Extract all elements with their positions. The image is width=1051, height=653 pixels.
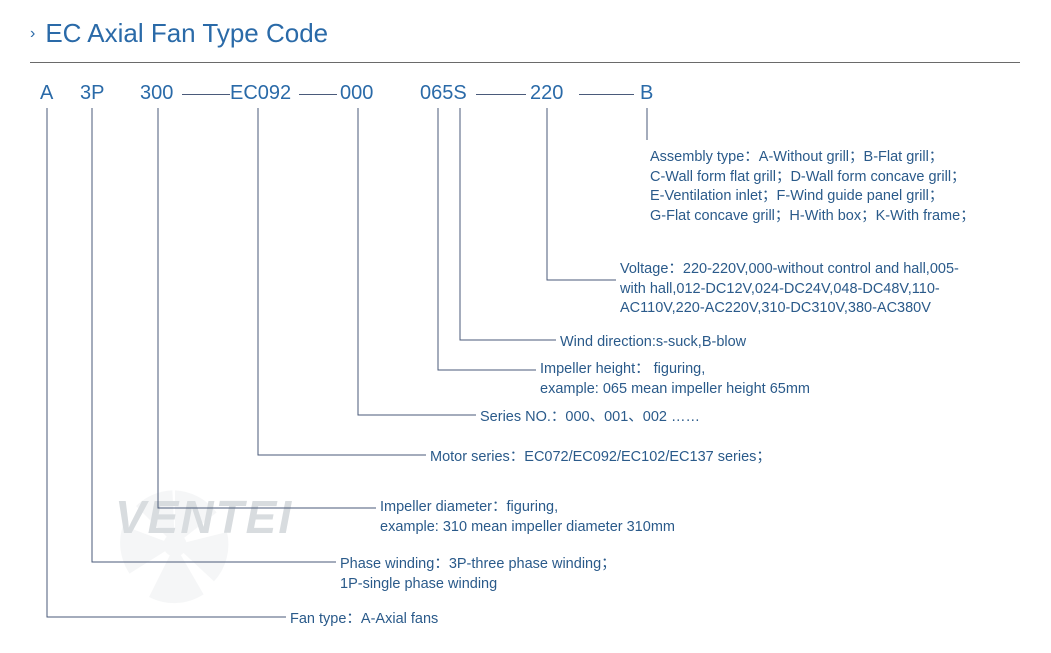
code-seg-8: B <box>640 82 653 105</box>
code-seg-2: 3P <box>80 82 104 105</box>
desc-impeller-h: Impeller height： figuring, example: 065 … <box>540 360 810 399</box>
desc-fan-type: Fan type：A-Axial fans <box>290 610 438 630</box>
desc-series-no: Series NO.：000、001、002 …… <box>480 408 700 428</box>
page-title: EC Axial Fan Type Code <box>45 18 328 49</box>
code-dash <box>182 94 230 95</box>
code-dash <box>299 94 337 95</box>
desc-wind: Wind direction:s-suck,B-blow <box>560 333 746 353</box>
desc-assembly: Assembly type：A-Without grill；B-Flat gri… <box>650 148 1010 226</box>
chevron-icon: › <box>30 25 35 43</box>
desc-impeller-d: Impeller diameter：figuring, example: 310… <box>380 498 675 537</box>
code-seg-4: EC092 <box>230 82 291 105</box>
desc-motor: Motor series：EC072/EC092/EC102/EC137 ser… <box>430 448 771 468</box>
desc-phase: Phase winding：3P-three phase winding； 1P… <box>340 555 616 594</box>
code-dash <box>476 94 526 95</box>
watermark-text: VENTEI <box>115 490 293 544</box>
code-seg-3: 300 <box>140 82 173 105</box>
code-seg-1: A <box>40 82 53 105</box>
desc-voltage: Voltage：220-220V,000-without control and… <box>620 260 1020 319</box>
code-seg-6: 065S <box>420 82 467 105</box>
code-dash <box>579 94 634 95</box>
header-rule <box>30 62 1020 63</box>
code-seg-7: 220 <box>530 82 563 105</box>
header-row: › EC Axial Fan Type Code <box>30 18 328 49</box>
code-seg-5: 000 <box>340 82 373 105</box>
